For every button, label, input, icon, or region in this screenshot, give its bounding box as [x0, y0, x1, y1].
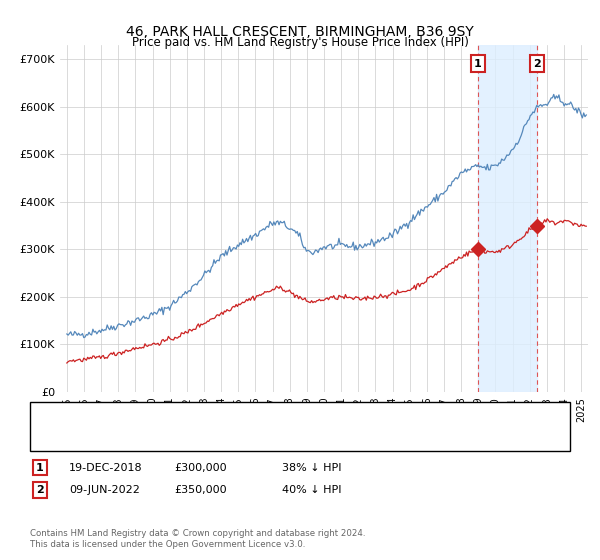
- Text: 46, PARK HALL CRESCENT, BIRMINGHAM, B36 9SY (detached house): 46, PARK HALL CRESCENT, BIRMINGHAM, B36 …: [75, 409, 430, 419]
- Text: 19-DEC-2018: 19-DEC-2018: [69, 463, 143, 473]
- Text: 1: 1: [36, 463, 44, 473]
- Text: 1: 1: [474, 59, 482, 69]
- Text: 38% ↓ HPI: 38% ↓ HPI: [282, 463, 341, 473]
- Text: 46, PARK HALL CRESCENT, BIRMINGHAM, B36 9SY: 46, PARK HALL CRESCENT, BIRMINGHAM, B36 …: [126, 25, 474, 39]
- Text: ——: ——: [42, 407, 70, 421]
- Text: 09-JUN-2022: 09-JUN-2022: [69, 485, 140, 495]
- Text: Contains HM Land Registry data © Crown copyright and database right 2024.
This d: Contains HM Land Registry data © Crown c…: [30, 529, 365, 549]
- Text: 2: 2: [533, 59, 541, 69]
- Text: 2: 2: [36, 485, 44, 495]
- Text: ——: ——: [42, 433, 70, 448]
- Text: £350,000: £350,000: [174, 485, 227, 495]
- Text: £300,000: £300,000: [174, 463, 227, 473]
- Text: 40% ↓ HPI: 40% ↓ HPI: [282, 485, 341, 495]
- Text: Price paid vs. HM Land Registry's House Price Index (HPI): Price paid vs. HM Land Registry's House …: [131, 36, 469, 49]
- Text: HPI: Average price, detached house, Solihull: HPI: Average price, detached house, Soli…: [75, 436, 306, 446]
- Bar: [478, 45, 537, 392]
